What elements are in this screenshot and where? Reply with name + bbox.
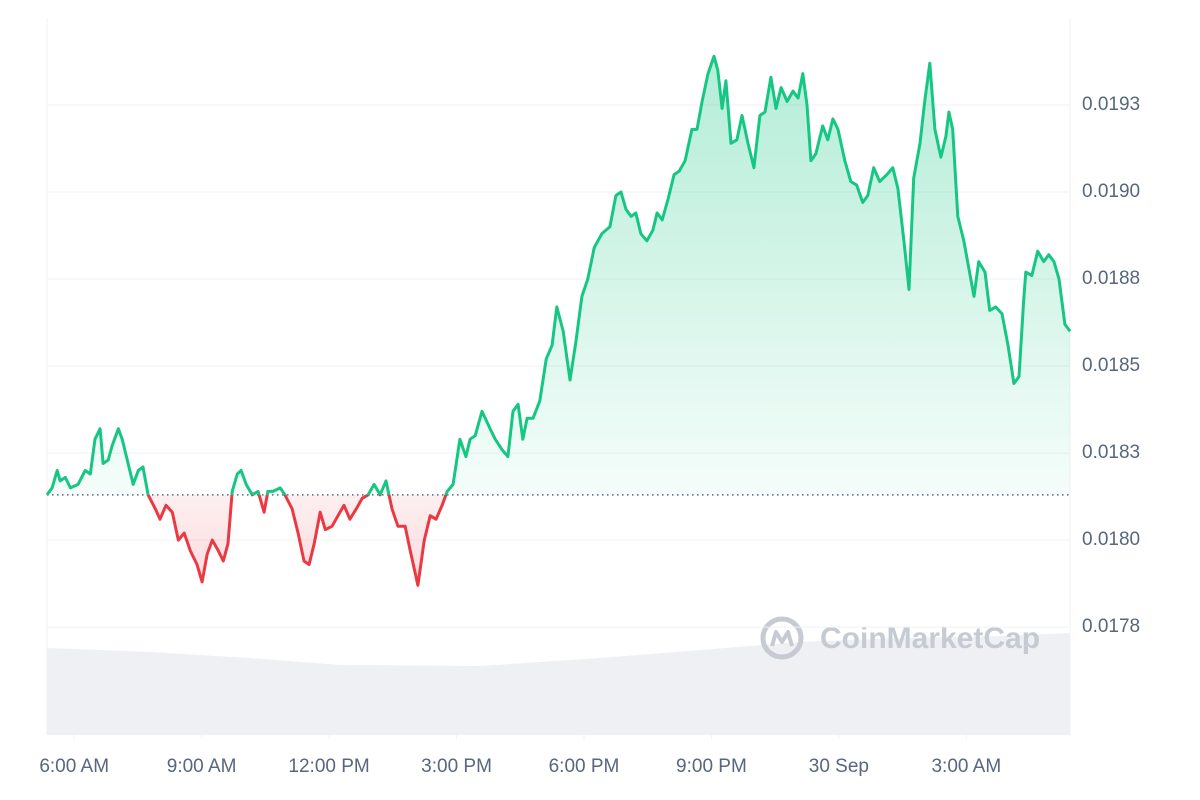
x-tick-label: 6:00 AM <box>39 756 109 777</box>
x-tick-label: 6:00 PM <box>549 756 620 777</box>
x-tick-label: 3:00 AM <box>931 756 1001 777</box>
x-tick-label: 12:00 PM <box>288 756 369 777</box>
watermark-logo-mark <box>770 630 794 647</box>
volume-area <box>47 633 1070 735</box>
x-tick-label: 30 Sep <box>809 756 869 777</box>
y-tick-label: 0.0193 <box>1082 94 1140 115</box>
price-line <box>45 54 1072 587</box>
x-tick-label: 9:00 PM <box>676 756 747 777</box>
price-area <box>47 56 1070 586</box>
watermark-logo <box>760 616 804 660</box>
y-tick-label: 0.0190 <box>1082 181 1140 202</box>
y-tick-label: 0.0183 <box>1082 442 1140 463</box>
y-tick-label: 0.0178 <box>1082 616 1140 637</box>
y-tick-label: 0.0180 <box>1082 529 1140 550</box>
y-tick-label: 0.0188 <box>1082 268 1140 289</box>
y-tick-label: 0.0185 <box>1082 355 1140 376</box>
x-tick-label: 3:00 PM <box>421 756 492 777</box>
x-tick-label: 9:00 AM <box>167 756 237 777</box>
